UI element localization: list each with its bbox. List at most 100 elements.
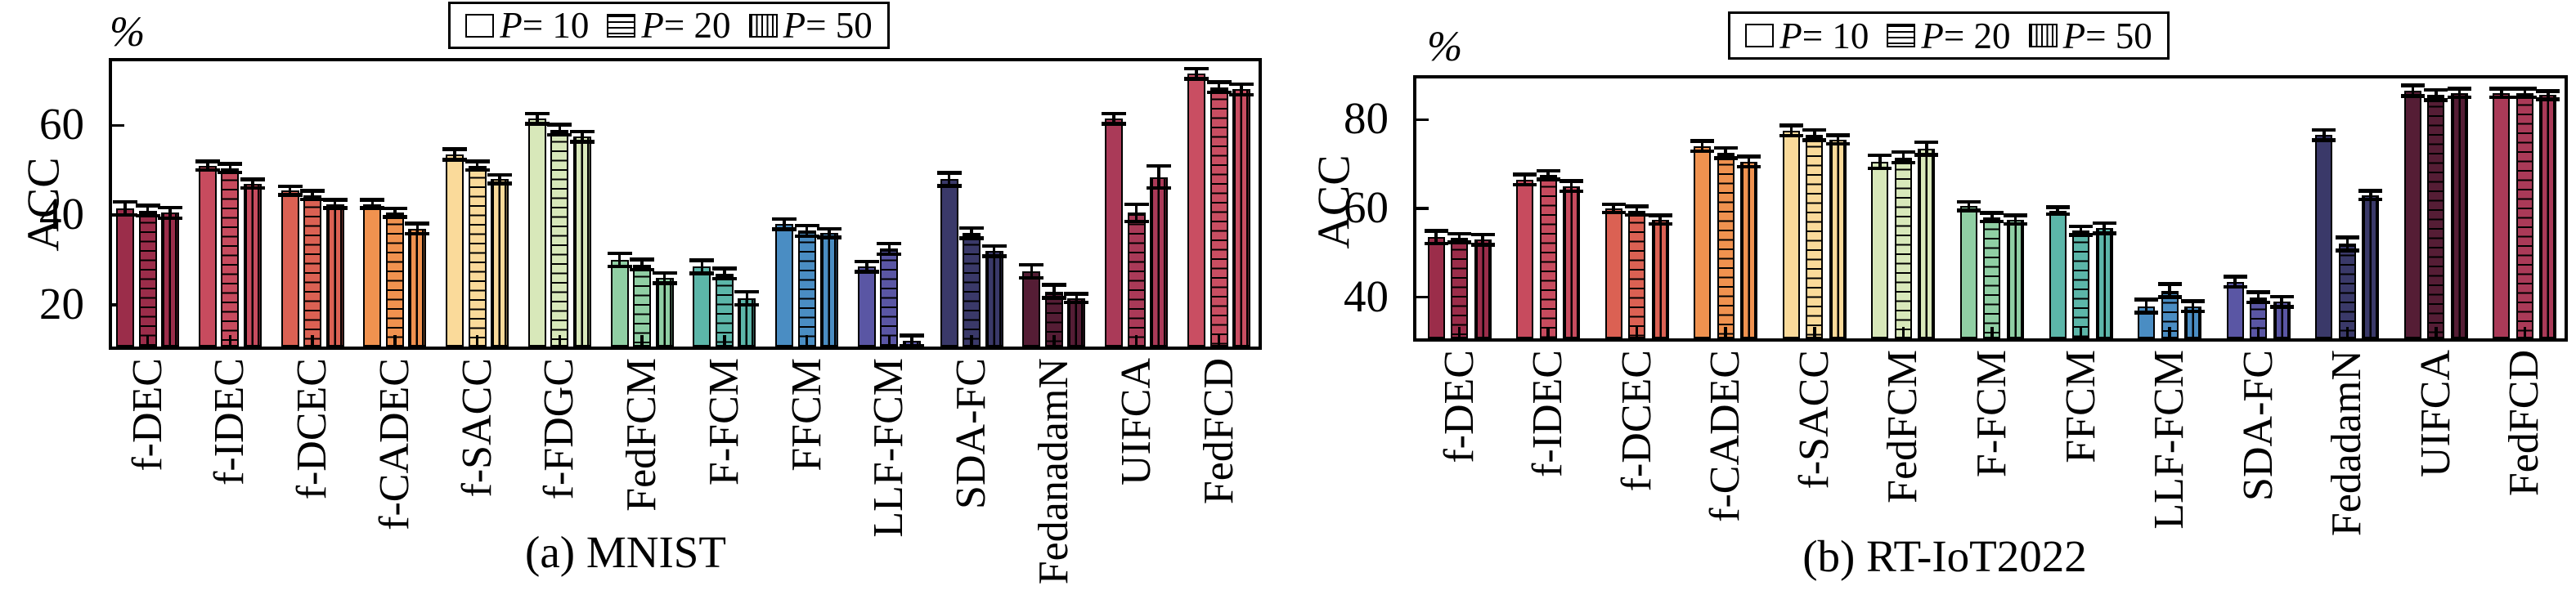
bar	[2184, 306, 2202, 338]
error-bar-cap-bottom	[2312, 138, 2336, 142]
bar	[2427, 95, 2445, 338]
bar	[1782, 130, 1800, 338]
error-bar-cap-bottom	[113, 212, 137, 217]
bar	[1829, 139, 1847, 338]
error-bar-stem	[1075, 293, 1079, 303]
error-bar-stem	[1925, 141, 1928, 155]
error-bar-cap-bottom	[1124, 219, 1149, 224]
error-bar-stem	[415, 223, 420, 235]
bar	[408, 228, 427, 347]
legend-item: P = 20	[1887, 15, 2011, 56]
error-bar-cap-top	[1064, 292, 1089, 296]
error-bar-cap-top	[1560, 179, 1584, 183]
error-bar-cap-top	[1956, 199, 1981, 204]
error-bar-cap-top	[382, 206, 407, 211]
error-bar-cap-bottom	[1536, 177, 1560, 181]
error-bar-cap-bottom	[981, 254, 1007, 258]
x-tick-mark	[1217, 335, 1221, 347]
error-bar-stem	[2411, 85, 2415, 96]
legend-value: = 20	[1943, 15, 2011, 56]
error-bar-stem	[2256, 292, 2260, 303]
error-bar-cap-top	[1470, 232, 1495, 236]
error-bar-cap-bottom	[240, 186, 265, 190]
error-bar-cap-bottom	[1424, 241, 1448, 246]
legend-swatch-none-hatch-icon	[465, 13, 495, 38]
legend-swatch-horizontal-hatch-icon	[607, 13, 636, 38]
error-bar-cap-top	[794, 223, 819, 228]
error-bar-stem	[498, 174, 501, 184]
bar	[221, 168, 240, 347]
error-bar-cap-top	[277, 184, 303, 189]
bar	[797, 230, 816, 347]
bar	[820, 233, 839, 347]
error-bar-stem	[123, 201, 127, 216]
error-bar-stem	[2523, 88, 2527, 98]
bar	[1894, 157, 1912, 338]
error-bar-stem	[2233, 276, 2237, 288]
bar	[1651, 219, 1669, 338]
chart-caption: (b) RT-IoT2022	[1802, 531, 2087, 581]
error-bar-stem	[1434, 230, 1438, 244]
error-bar-stem	[1635, 206, 1639, 216]
error-bar-cap-bottom	[607, 264, 632, 269]
x-tick-mark	[1546, 327, 1550, 338]
error-bar-stem	[2322, 129, 2326, 141]
error-bar-stem	[206, 161, 209, 171]
x-axis-label: F-FCM	[1968, 350, 2015, 478]
error-bar-stem	[370, 199, 375, 208]
error-bar-cap-top	[2512, 87, 2537, 91]
error-bar-stem	[1612, 204, 1615, 213]
error-bar-stem	[2435, 89, 2438, 101]
y-tick-label: 20	[39, 279, 84, 329]
error-bar-cap-bottom	[2246, 300, 2271, 305]
x-axis-label: f-CADEC	[1702, 350, 1749, 522]
error-bar-stem	[2547, 91, 2550, 100]
error-bar-stem	[1658, 215, 1662, 224]
error-bar-cap-top	[1779, 123, 1803, 128]
y-axis-title-text: ACC	[1309, 154, 1360, 249]
error-bar-cap-bottom	[2045, 212, 2070, 217]
error-bar-cap-top	[2157, 282, 2182, 286]
error-bar-cap-top	[405, 221, 430, 226]
error-bar-stem	[311, 190, 314, 199]
bar	[385, 212, 404, 347]
bar	[2226, 281, 2244, 338]
error-bar-cap-top	[1648, 213, 1672, 217]
y-tick-label: 80	[1344, 93, 1389, 144]
error-bar-cap-top	[1147, 163, 1172, 168]
error-bar-cap-top	[1690, 139, 1715, 143]
error-bar-stem	[2191, 301, 2195, 312]
bar	[1105, 119, 1124, 347]
error-bar-cap-bottom	[2181, 309, 2206, 314]
error-bar-cap-bottom	[2223, 284, 2247, 289]
error-bar-stem	[251, 179, 254, 189]
error-bar-cap-bottom	[652, 281, 677, 285]
error-bar-cap-top	[899, 333, 924, 338]
bar	[1740, 161, 1758, 338]
error-bar-stem	[558, 124, 562, 136]
y-tick-label: 60	[1344, 182, 1389, 232]
error-bar-cap-bottom	[2400, 94, 2425, 98]
error-bar-cap-top	[1601, 202, 1626, 207]
bar	[1628, 210, 1646, 338]
error-bar-stem	[2500, 88, 2503, 98]
bar	[2338, 244, 2356, 338]
bar	[1959, 206, 1977, 338]
error-bar-cap-bottom	[2003, 221, 2027, 226]
error-bar-stem	[745, 291, 749, 306]
axis-unit-label: %	[110, 9, 146, 56]
x-axis-label: f-SACC	[1790, 350, 1838, 490]
error-bar-cap-bottom	[442, 158, 468, 162]
error-bar-cap-bottom	[1184, 77, 1209, 81]
bar	[303, 195, 322, 347]
x-tick-mark	[723, 335, 726, 347]
error-bar-cap-bottom	[1019, 275, 1044, 280]
error-bar-stem	[2345, 237, 2349, 251]
error-bar-cap-bottom	[2092, 231, 2116, 235]
bar	[1871, 161, 1889, 338]
bar	[2450, 92, 2468, 338]
error-bar-cap-top	[442, 147, 468, 151]
error-bar-cap-top	[2489, 87, 2514, 91]
x-axis-label: SDA-FC	[2234, 350, 2282, 501]
error-bar-cap-bottom	[1956, 208, 1981, 212]
